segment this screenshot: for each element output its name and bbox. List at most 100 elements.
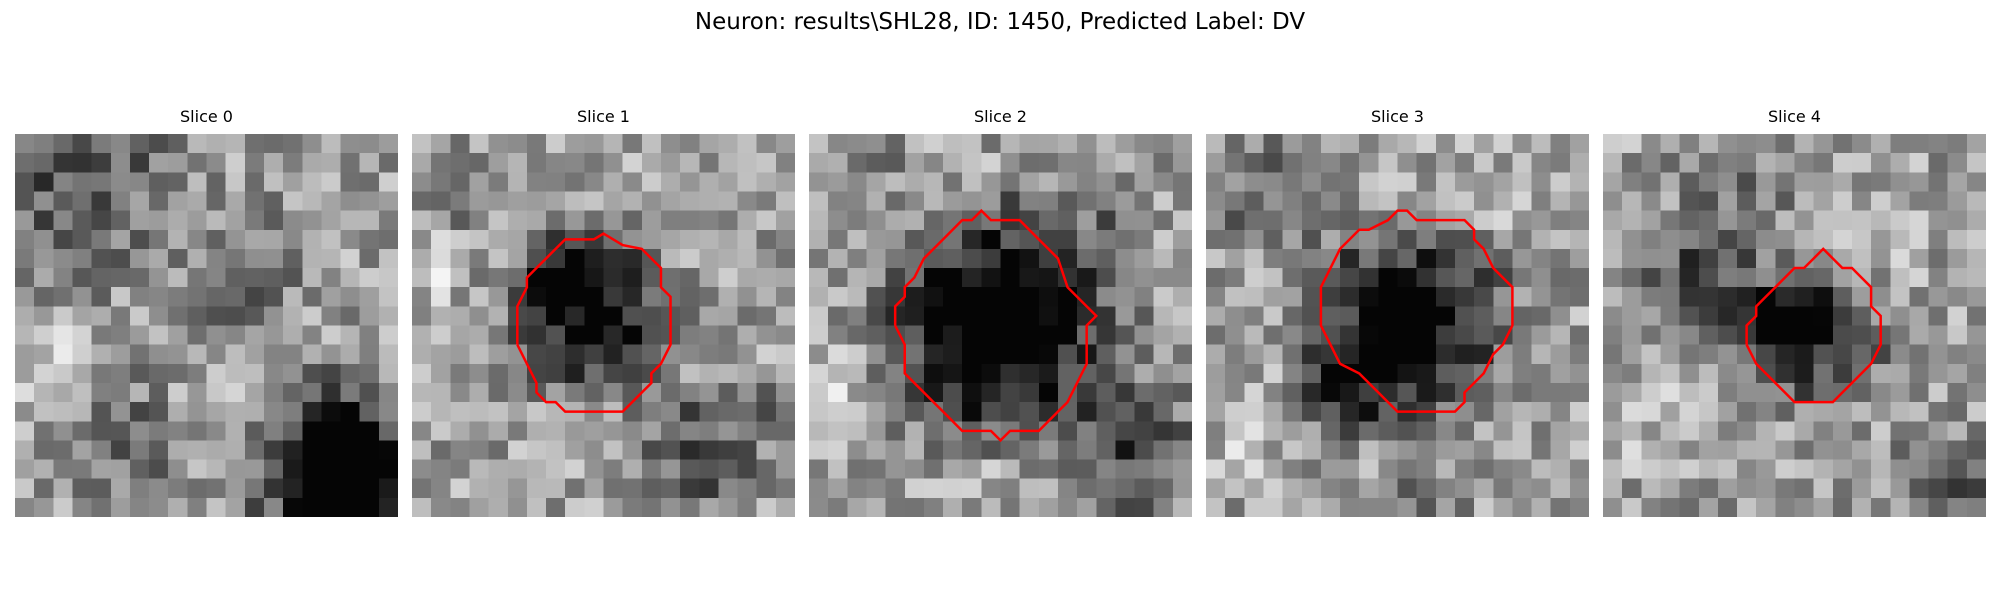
image-pixel [1474,440,1494,460]
image-pixel [981,402,1001,422]
image-pixel [737,440,758,460]
image-pixel [1775,363,1795,384]
slice-title: Slice 0 [180,107,233,126]
image-pixel [244,268,265,288]
image-pixel [1244,344,1264,365]
image-pixel [488,306,509,326]
image-pixel [1794,478,1815,499]
image-pixel [526,287,547,307]
image-pixel [1225,268,1245,288]
image-pixel [1737,248,1757,269]
image-pixel [1172,440,1192,460]
image-pixel [1244,229,1264,250]
image-pixel [412,440,432,460]
image-pixel [321,459,341,480]
image-pixel [828,306,848,326]
image-pixel [546,344,566,365]
image-pixel [149,440,169,460]
image-pixel [359,440,380,460]
image-pixel [584,325,604,346]
image-pixel [809,382,829,403]
image-pixel [1096,287,1116,307]
image-pixel [756,268,777,288]
image-pixel [1832,153,1853,173]
image-pixel [1301,382,1322,403]
image-pixel [206,421,227,441]
image-pixel [622,421,643,441]
image-pixel [718,229,738,250]
image-pixel [412,402,432,422]
image-pixel [1928,402,1949,422]
image-pixel [263,268,284,288]
image-pixel [1077,191,1097,211]
image-pixel [1660,363,1680,384]
image-pixel [1717,191,1738,211]
image-pixel [847,191,867,211]
image-pixel [1909,344,1929,365]
image-pixel [1512,344,1532,365]
image-pixel [340,421,361,441]
image-pixel [34,268,54,288]
image-pixel [1454,287,1475,307]
image-pixel [1813,134,1834,154]
image-pixel [885,402,906,422]
image-pixel [1263,421,1283,441]
image-pixel [1359,344,1379,365]
image-pixel [546,306,566,326]
image-pixel [1172,134,1192,154]
image-pixel [1890,229,1910,250]
image-pixel [1019,306,1040,326]
image-pixel [1947,134,1968,154]
image-pixel [1512,248,1532,269]
image-pixel [1000,363,1021,384]
image-pixel [1301,287,1322,307]
image-pixel [1679,306,1700,326]
image-pixel [962,191,982,211]
image-pixel [699,153,719,173]
image-pixel [110,229,131,250]
image-pixel [904,344,925,365]
image-pixel [904,363,925,384]
image-pixel [526,248,547,269]
image-pixel [1698,478,1719,499]
image-pixel [680,172,700,192]
image-pixel [1622,440,1642,460]
image-pixel [1641,459,1661,480]
image-pixel [1435,306,1456,326]
image-pixel [622,229,643,250]
image-pixel [981,268,1001,288]
image-pixel [244,191,265,211]
image-pixel [660,229,681,250]
image-pixel [283,287,303,307]
image-pixel [1698,306,1719,326]
image-pixel [1966,402,1986,422]
image-pixel [1057,153,1078,173]
image-pixel [206,306,227,326]
image-pixel [828,497,848,517]
image-pixel [378,287,398,307]
image-pixel [1397,344,1418,365]
image-pixel [412,478,432,499]
image-pixel [302,421,322,441]
image-pixel [1000,325,1021,346]
image-pixel [488,497,509,517]
image-pixel [1134,248,1155,269]
image-pixel [431,478,451,499]
image-pixel [244,287,265,307]
image-pixel [828,459,848,480]
image-pixel [1813,325,1834,346]
image-pixel [1966,325,1986,346]
image-pixel [737,287,758,307]
image-pixel [1966,497,1986,517]
image-pixel [488,344,509,365]
image-pixel [1096,153,1116,173]
image-pixel [526,421,547,441]
image-pixel [943,229,963,250]
image-pixel [1019,229,1040,250]
image-pixel [699,172,719,192]
image-pixel [129,287,150,307]
image-pixel [584,191,604,211]
image-pixel [469,191,489,211]
image-pixel [1340,459,1360,480]
image-pixel [1660,402,1680,422]
